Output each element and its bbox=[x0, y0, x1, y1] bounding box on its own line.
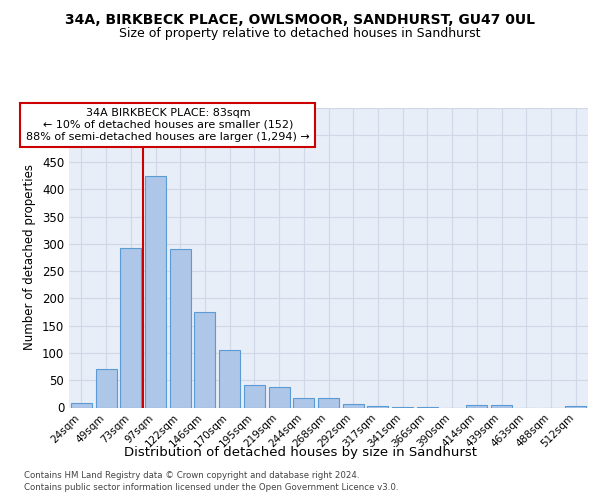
Bar bbox=[170, 250, 191, 408]
Bar bbox=[392, 407, 413, 408]
Text: Contains HM Land Registry data © Crown copyright and database right 2024.: Contains HM Land Registry data © Crown c… bbox=[24, 472, 359, 480]
Text: Size of property relative to detached houses in Sandhurst: Size of property relative to detached ho… bbox=[119, 28, 481, 40]
Bar bbox=[293, 398, 314, 407]
Bar bbox=[417, 407, 438, 408]
Bar bbox=[219, 350, 240, 408]
Bar bbox=[491, 405, 512, 407]
Y-axis label: Number of detached properties: Number of detached properties bbox=[23, 164, 37, 350]
Bar bbox=[145, 176, 166, 408]
Bar bbox=[71, 403, 92, 407]
Bar bbox=[367, 406, 388, 408]
Bar bbox=[194, 312, 215, 408]
Text: Distribution of detached houses by size in Sandhurst: Distribution of detached houses by size … bbox=[124, 446, 476, 459]
Bar bbox=[95, 370, 116, 408]
Bar bbox=[318, 398, 339, 407]
Bar bbox=[244, 384, 265, 407]
Bar bbox=[269, 387, 290, 407]
Bar bbox=[343, 404, 364, 407]
Bar bbox=[565, 406, 586, 407]
Text: 34A BIRKBECK PLACE: 83sqm
← 10% of detached houses are smaller (152)
88% of semi: 34A BIRKBECK PLACE: 83sqm ← 10% of detac… bbox=[26, 108, 310, 142]
Text: Contains public sector information licensed under the Open Government Licence v3: Contains public sector information licen… bbox=[24, 483, 398, 492]
Bar bbox=[120, 248, 141, 408]
Text: 34A, BIRKBECK PLACE, OWLSMOOR, SANDHURST, GU47 0UL: 34A, BIRKBECK PLACE, OWLSMOOR, SANDHURST… bbox=[65, 12, 535, 26]
Bar bbox=[466, 405, 487, 407]
